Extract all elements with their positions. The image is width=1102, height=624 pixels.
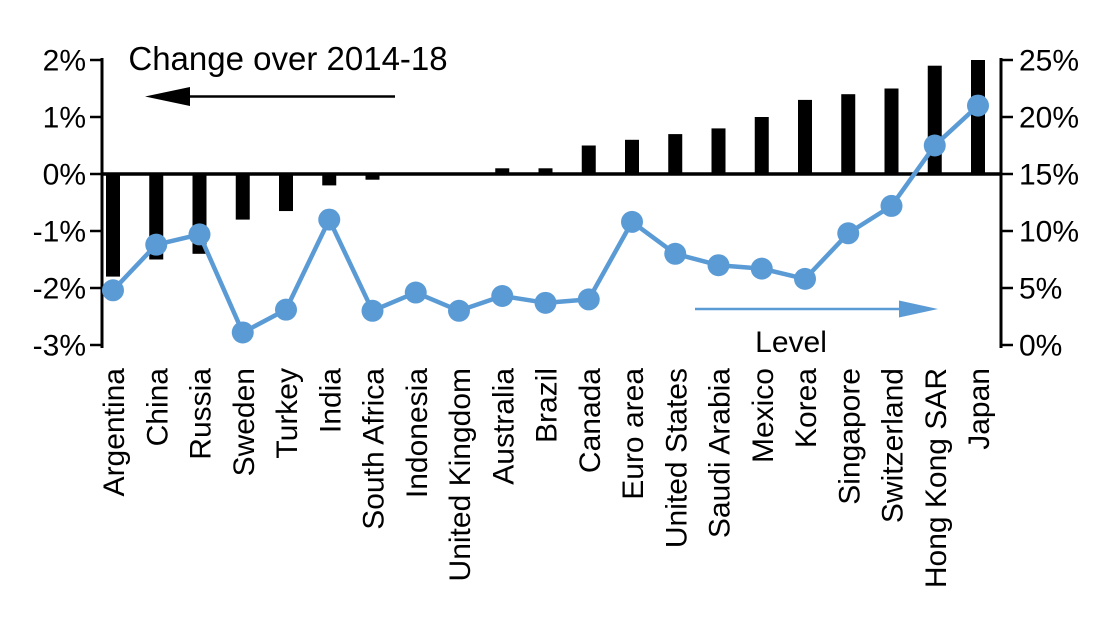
line-marker: [880, 194, 903, 217]
line-marker: [448, 299, 470, 322]
bar-series-annotation: Change over 2014-18: [128, 40, 448, 106]
category-label: Indonesia: [401, 368, 434, 498]
line-marker: [145, 233, 168, 256]
bar: [322, 174, 337, 186]
right-axis-tick-label: 20%: [1019, 102, 1079, 135]
category-label: Sweden: [228, 368, 261, 476]
right-axis-tick-label: 5%: [1019, 273, 1062, 306]
left-arrow-icon: [145, 87, 190, 106]
bar: [927, 65, 942, 174]
category-label: Brazil: [531, 368, 564, 443]
bar: [495, 168, 510, 174]
bar: [798, 99, 812, 174]
bar: [538, 168, 553, 174]
line-marker: [275, 298, 297, 321]
line-marker: [577, 288, 600, 311]
bar: [625, 139, 639, 174]
right-axis-tick-label: 0%: [1019, 330, 1062, 363]
bar: [884, 88, 899, 174]
bar: [971, 60, 985, 174]
category-label: Hong Kong SAR: [920, 368, 953, 588]
category-label: Turkey: [271, 368, 304, 459]
line-marker: [664, 242, 687, 265]
line-marker: [361, 299, 384, 322]
bar: [106, 174, 120, 277]
right-axis-tick-label: 10%: [1019, 216, 1079, 249]
line-series-annotation-label: Level: [755, 326, 827, 359]
line-marker: [794, 267, 816, 290]
category-label: Russia: [185, 368, 218, 460]
left-axis-tick-label: 1%: [43, 102, 86, 135]
line-marker: [621, 210, 643, 233]
bar: [711, 128, 726, 174]
category-label: Mexico: [747, 368, 780, 463]
line-marker: [491, 284, 514, 307]
line-marker: [837, 222, 860, 245]
category-label: Australia: [487, 368, 520, 485]
right-axis-tick-label: 15%: [1019, 159, 1079, 192]
left-axis-tick-label: 0%: [43, 159, 86, 192]
bar: [581, 145, 596, 174]
bar-series-annotation-label: Change over 2014-18: [128, 40, 447, 77]
left-axis: 2% 1% 0% -1% -2% -3%: [33, 45, 104, 363]
category-label: Argentina: [98, 368, 131, 497]
category-label: United States: [660, 368, 693, 548]
left-axis-tick-label: -2%: [33, 273, 86, 306]
left-axis-tick-label: -3%: [33, 330, 86, 363]
category-axis-labels: Argentina China Russia Sweden Turkey India Sou…: [98, 368, 996, 588]
right-axis: 25% 20% 15% 10% 5% 0%: [999, 45, 1079, 363]
line-marker: [534, 291, 557, 314]
line-marker: [967, 94, 989, 117]
left-axis-tick-label: -1%: [33, 216, 86, 249]
line-series-annotation: Level: [695, 300, 938, 359]
category-label: Saudi Arabia: [704, 368, 737, 538]
bar: [279, 174, 293, 212]
line-marker: [404, 281, 427, 304]
line-series: [102, 94, 989, 344]
bar: [235, 174, 250, 220]
bar-series: [106, 60, 985, 277]
left-axis-tick-label: 2%: [43, 45, 86, 78]
bar: [668, 134, 683, 174]
category-label: Japan: [963, 368, 996, 450]
category-label: China: [141, 368, 174, 447]
category-label: Canada: [574, 368, 607, 473]
category-label: United Kingdom: [444, 368, 477, 581]
category-label: Korea: [790, 368, 823, 448]
line-marker: [318, 208, 341, 231]
line-marker: [707, 254, 730, 277]
line-marker: [923, 134, 946, 157]
bar: [841, 94, 856, 174]
line-marker: [188, 223, 211, 246]
category-label: Switzerland: [877, 368, 910, 523]
line-marker: [231, 321, 254, 344]
line-marker: [750, 257, 773, 280]
right-arrow-icon: [899, 300, 938, 318]
category-label: South Africa: [358, 368, 391, 530]
category-label: Euro area: [617, 368, 650, 500]
bar: [365, 174, 380, 180]
right-axis-tick-label: 25%: [1019, 45, 1079, 78]
bar: [754, 117, 769, 174]
category-label: Singapore: [833, 368, 866, 505]
line-marker: [102, 279, 124, 302]
category-label: India: [314, 368, 347, 433]
